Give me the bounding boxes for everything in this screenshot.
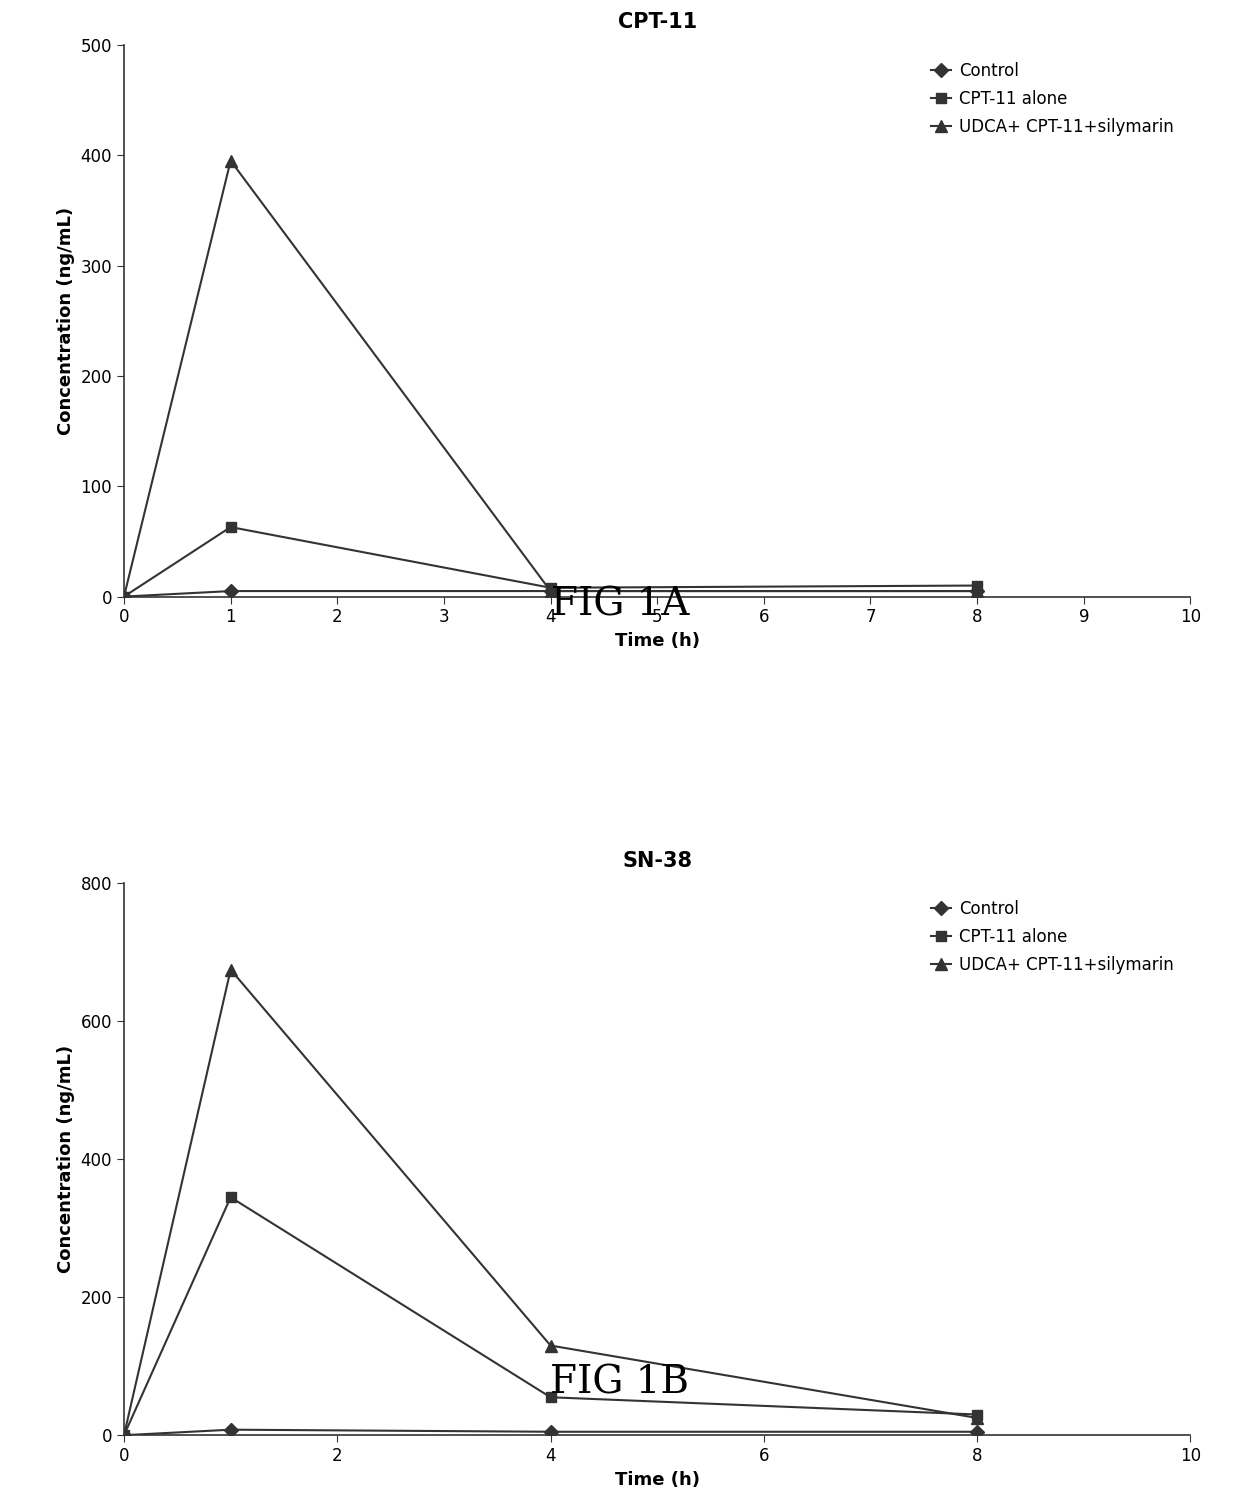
UDCA+ CPT-11+silymarin — [543, 1337, 558, 1354]
CPT-11 alone — [970, 1405, 985, 1423]
Title: SN-38: SN-38 — [622, 851, 692, 870]
CPT-11 alone — [117, 1426, 131, 1444]
X-axis label: Time (h): Time (h) — [615, 1471, 699, 1489]
Control — [223, 582, 238, 599]
Text: FIG 1B: FIG 1B — [551, 1365, 689, 1401]
Y-axis label: Concentration (ng/mL): Concentration (ng/mL) — [57, 1045, 74, 1274]
Control — [117, 588, 131, 605]
Text: FIG 1A: FIG 1A — [551, 588, 689, 623]
Title: CPT-11: CPT-11 — [618, 12, 697, 33]
Line: Control: Control — [119, 1425, 982, 1440]
CPT-11 alone — [543, 1389, 558, 1407]
Legend: Control, CPT-11 alone, UDCA+ CPT-11+silymarin: Control, CPT-11 alone, UDCA+ CPT-11+sily… — [923, 893, 1182, 982]
UDCA+ CPT-11+silymarin — [970, 1408, 985, 1426]
CPT-11 alone — [543, 579, 558, 597]
CPT-11 alone — [223, 1189, 238, 1206]
Line: UDCA+ CPT-11+silymarin: UDCA+ CPT-11+silymarin — [119, 964, 982, 1441]
Control — [543, 582, 558, 599]
Control — [970, 1423, 985, 1441]
Line: UDCA+ CPT-11+silymarin: UDCA+ CPT-11+silymarin — [119, 155, 982, 602]
UDCA+ CPT-11+silymarin — [223, 961, 238, 979]
CPT-11 alone — [117, 588, 131, 605]
Legend: Control, CPT-11 alone, UDCA+ CPT-11+silymarin: Control, CPT-11 alone, UDCA+ CPT-11+sily… — [923, 54, 1182, 144]
UDCA+ CPT-11+silymarin — [117, 588, 131, 605]
UDCA+ CPT-11+silymarin — [543, 582, 558, 599]
UDCA+ CPT-11+silymarin — [223, 152, 238, 170]
UDCA+ CPT-11+silymarin — [970, 582, 985, 599]
Line: CPT-11 alone: CPT-11 alone — [119, 522, 982, 601]
Line: CPT-11 alone: CPT-11 alone — [119, 1193, 982, 1440]
Line: Control: Control — [119, 586, 982, 601]
Control — [223, 1420, 238, 1438]
Control — [117, 1426, 131, 1444]
CPT-11 alone — [223, 519, 238, 537]
CPT-11 alone — [970, 577, 985, 595]
Control — [970, 582, 985, 599]
UDCA+ CPT-11+silymarin — [117, 1426, 131, 1444]
Y-axis label: Concentration (ng/mL): Concentration (ng/mL) — [57, 206, 74, 435]
Control — [543, 1423, 558, 1441]
X-axis label: Time (h): Time (h) — [615, 632, 699, 650]
